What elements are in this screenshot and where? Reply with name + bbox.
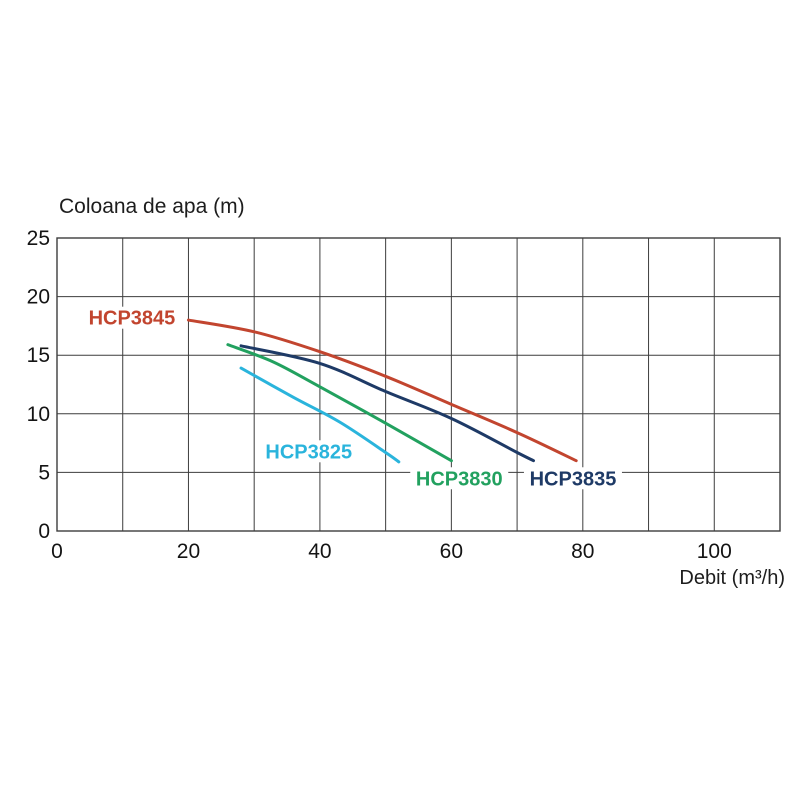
x-axis-label: Debit (m³/h): [679, 567, 785, 589]
series-label-bg: [259, 440, 358, 463]
y-tick-label: 0: [38, 520, 50, 543]
series-layer: [186, 318, 578, 464]
x-tick-label: 100: [697, 540, 732, 563]
y-tick-label: 25: [27, 227, 50, 250]
x-tick-label: 60: [440, 540, 463, 563]
y-tick-label: 20: [27, 286, 50, 309]
series-label-hcp3835: HCP3835: [530, 468, 617, 490]
series-label-hcp3825: HCP3825: [265, 441, 352, 463]
series-curve-hcp3845: [186, 318, 578, 463]
x-tick-label: 80: [571, 540, 594, 563]
y-tick-label: 10: [27, 403, 50, 426]
series-curve-hcp3835: [239, 344, 535, 463]
x-tick-label: 0: [51, 540, 63, 563]
series-label-layer: HCP3845 HCP3835 HCP3830 HCP3825: [82, 306, 622, 490]
plot-border: [56, 237, 781, 532]
series-label-bg: [523, 467, 622, 490]
series-label-hcp3830: HCP3830: [416, 468, 503, 490]
chart-title: Coloana de apa (m): [59, 195, 245, 218]
x-tick-label: 40: [308, 540, 331, 563]
series-label-hcp3845: HCP3845: [89, 308, 176, 330]
series-label-bg: [410, 467, 509, 490]
series-curve-hcp3825: [239, 366, 401, 464]
y-tick-label: 15: [27, 344, 50, 367]
x-tick-label: 20: [177, 540, 200, 563]
series-curve-hcp3830: [226, 343, 453, 463]
tick-layer: 0 20 40 60 80 100 0 5 10 15 20 25: [27, 227, 732, 563]
y-tick-label: 5: [38, 461, 50, 484]
series-label-bg: [82, 306, 181, 329]
